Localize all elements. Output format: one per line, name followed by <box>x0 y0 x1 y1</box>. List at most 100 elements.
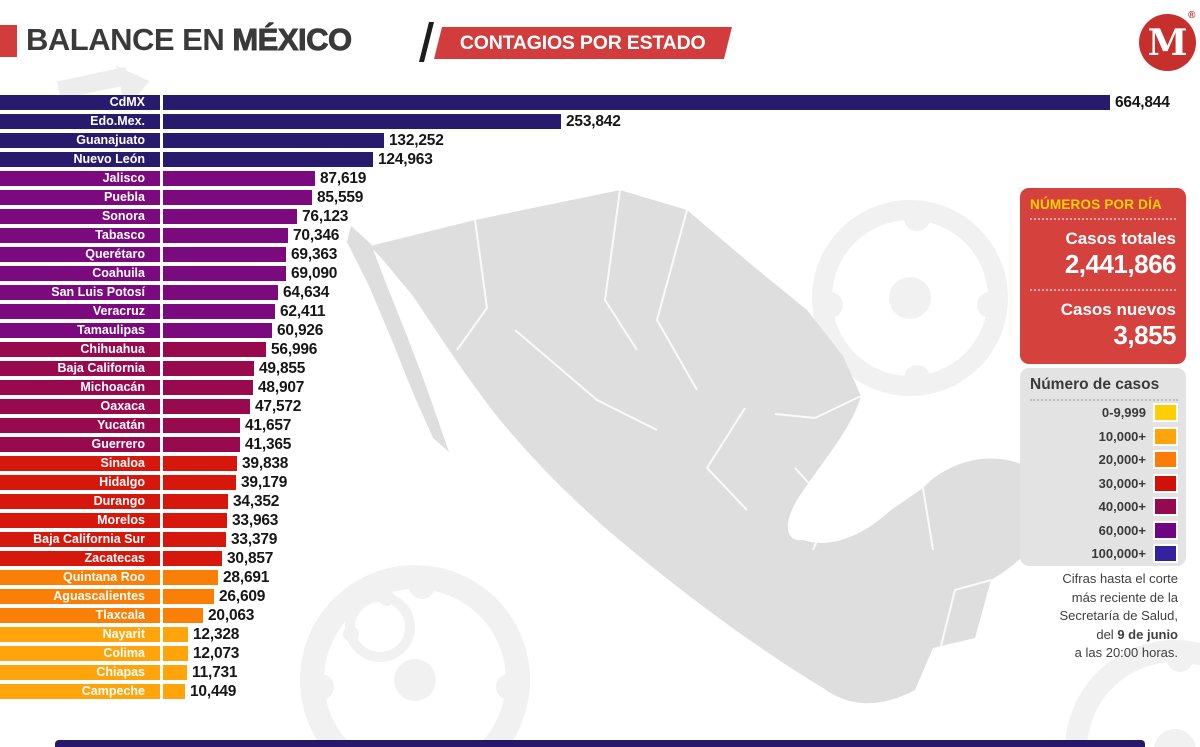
state-bar <box>0 418 240 433</box>
bar-row: Yucatán 41,657 <box>0 417 1200 437</box>
state-bar <box>0 399 250 414</box>
new-cases-label: Casos nuevos <box>1060 300 1176 319</box>
bar-state-label: Chihuahua <box>80 342 145 356</box>
bar-row: Nayarit 12,328 <box>0 626 1200 646</box>
bar-row: Quintana Roo 28,691 <box>0 569 1200 589</box>
bar-row: Edo.Mex. 253,842 <box>0 113 1200 133</box>
registered-mark-icon: ® <box>1188 10 1196 21</box>
bar-value-label: 49,855 <box>259 360 306 377</box>
bar-value-label: 39,838 <box>242 455 289 472</box>
header-slash-divider <box>419 22 434 62</box>
bar-value-label: 11,731 <box>192 664 238 681</box>
bar-row: Querétaro 69,363 <box>0 246 1200 266</box>
legend-item-label: 40,000+ <box>1098 499 1146 515</box>
bar-value-label: 34,352 <box>233 493 280 510</box>
bar-value-label: 12,073 <box>193 645 240 662</box>
bar-state-label: Tamaulipas <box>77 323 145 337</box>
state-bar <box>0 456 237 471</box>
total-cases-label: Casos totales <box>1065 229 1176 248</box>
state-bar <box>0 627 188 642</box>
state-bar <box>0 665 187 680</box>
footnote-line: a las 20:00 horas. <box>1074 645 1178 660</box>
legend-item-label: 30,000+ <box>1098 475 1146 491</box>
legend-item: 30,000+ <box>1030 472 1178 496</box>
state-bar <box>0 684 185 699</box>
bar-row: CdMX 664,844 <box>0 94 1200 114</box>
bar-state-label: Hidalgo <box>99 475 145 489</box>
bar-row: Veracruz 62,411 <box>0 303 1200 323</box>
state-bar <box>0 475 236 490</box>
legend-color-swatch <box>1153 473 1178 493</box>
bar-value-label: 41,365 <box>245 436 292 453</box>
legend-item: 60,000+ <box>1030 519 1178 543</box>
bar-value-label: 64,634 <box>283 284 330 301</box>
bar-state-label: Puebla <box>104 190 145 204</box>
bar-value-label: 70,346 <box>293 227 340 244</box>
bar-value-label: 132,252 <box>389 132 444 149</box>
state-bar <box>0 361 254 376</box>
bar-state-label: Tabasco <box>95 228 145 242</box>
bar-state-label: Quintana Roo <box>63 570 145 584</box>
footnote: Cifras hasta el corte más reciente de la… <box>1024 570 1178 663</box>
bar-value-label: 33,963 <box>232 512 279 529</box>
bar-row: Aguascalientes 26,609 <box>0 588 1200 608</box>
bar-row: Oaxaca 47,572 <box>0 398 1200 418</box>
bar-row: Tlaxcala 20,063 <box>0 607 1200 627</box>
state-bar <box>0 285 278 300</box>
bar-value-label: 85,559 <box>317 189 364 206</box>
state-bar <box>0 551 222 566</box>
state-bar <box>0 494 228 509</box>
state-bar <box>0 171 315 186</box>
mexico-map <box>347 189 1050 704</box>
bar-value-label: 10,449 <box>190 683 237 700</box>
legend-item-label: 10,000+ <box>1098 428 1146 444</box>
page-title-prefix: BALANCE EN <box>26 22 225 57</box>
page-title: BALANCE EN MÉXICO <box>26 22 353 58</box>
milenio-logo: M <box>1139 14 1196 71</box>
bar-state-label: Morelos <box>97 513 145 527</box>
new-cases-value: 3,855 <box>1113 320 1176 350</box>
bar-row: Zacatecas 30,857 <box>0 550 1200 570</box>
bar-state-label: Chiapas <box>96 665 145 679</box>
bar-value-label: 47,572 <box>255 398 302 415</box>
virus-watermark-icon <box>343 590 415 662</box>
header-accent-square <box>0 25 17 57</box>
bar-value-label: 39,179 <box>241 474 288 491</box>
header-banner-label: CONTAGIOS POR ESTADO <box>460 31 706 54</box>
bar-value-label: 124,963 <box>378 151 433 168</box>
header-banner: CONTAGIOS POR ESTADO <box>434 27 732 59</box>
legend-card: Número de casos 0-9,999 10,000+ 20,000+ 30,… <box>1020 368 1186 566</box>
bar-row: Guerrero 41,365 <box>0 436 1200 456</box>
legend-item: 20,000+ <box>1030 448 1178 472</box>
bar-state-label: Guanajuato <box>76 133 145 147</box>
legend-item: 0-9,999 <box>1030 401 1178 425</box>
state-bar <box>0 228 288 243</box>
footnote-line: más reciente de la <box>1071 589 1178 605</box>
daily-numbers-card: NÚMEROS POR DÍA Casos totales 2,441,866 … <box>1020 188 1186 364</box>
bar-value-label: 48,907 <box>258 379 305 396</box>
state-bar <box>0 342 266 357</box>
bar-state-label: Zacatecas <box>84 551 145 565</box>
bar-row: Morelos 33,963 <box>0 512 1200 532</box>
legend-rows: 0-9,999 10,000+ 20,000+ 30,000+ 40,000+ 60,00… <box>1030 401 1178 566</box>
legend-color-swatch <box>1153 497 1178 517</box>
bar-row: Puebla 85,559 <box>0 189 1200 209</box>
bar-row: Tabasco 70,346 <box>0 227 1200 247</box>
bar-row: Sinaloa 39,838 <box>0 455 1200 475</box>
bar-row: Nuevo León 124,963 <box>0 151 1200 171</box>
state-bar <box>0 114 561 129</box>
state-bar <box>0 247 286 262</box>
bar-state-label: Tlaxcala <box>95 608 145 622</box>
bar-row: Colima 12,073 <box>0 645 1200 665</box>
bar-state-label: Nayarit <box>102 627 145 641</box>
bar-row: Sonora 76,123 <box>0 208 1200 228</box>
bar-value-label: 69,363 <box>291 246 338 263</box>
bar-state-label: Edo.Mex. <box>90 114 145 128</box>
bar-row: Durango 34,352 <box>0 493 1200 513</box>
bar-value-label: 60,926 <box>277 322 324 339</box>
bar-state-label: San Luis Potosí <box>51 285 145 299</box>
state-bar <box>0 133 384 148</box>
chart-axis-line <box>160 93 163 701</box>
bar-state-label: Durango <box>93 494 145 508</box>
